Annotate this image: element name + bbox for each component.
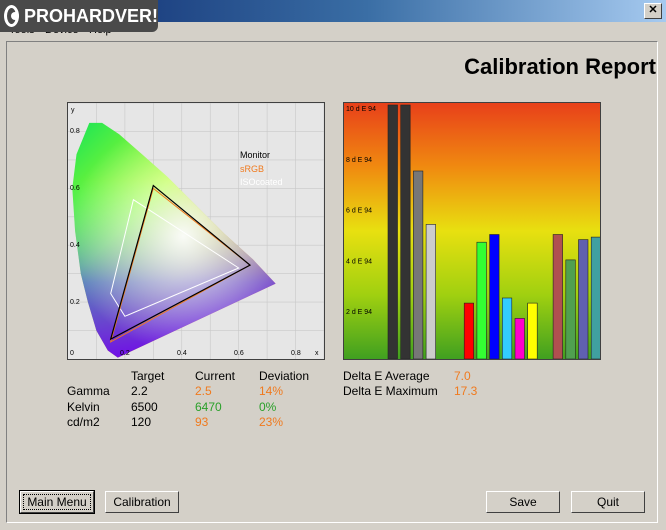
cie-y-axis-label: y [71,107,75,114]
delta-e-bar [527,302,538,360]
delta-e-bar [489,234,500,360]
luminance-current: 93 [195,415,209,429]
delta-e-maximum-label: Delta E Maximum [343,384,438,398]
save-button[interactable]: Save [486,491,560,513]
delta-e-bar-chart: 2 d E 94 4 d E 94 6 d E 94 8 d E 94 10 d E 9… [343,102,627,360]
delta-e-bar [552,234,563,360]
main-panel [6,41,658,523]
bar-y-tick-label: 2 d E 94 [346,309,372,316]
header-deviation: Deviation [259,369,310,383]
kelvin-current: 6470 [195,400,222,414]
bar-chart-y-ticks: 2 d E 94 4 d E 94 6 d E 94 8 d E 94 10 d E 9… [346,106,376,316]
legend-monitor: Monitor [240,150,270,160]
delta-e-bar [463,302,474,360]
delta-e-bar [413,170,424,360]
row-label-gamma: Gamma [67,384,110,398]
bar-y-tick-label: 4 d E 94 [346,258,372,265]
cie-y-tick: 0 [70,350,74,357]
cie-x-tick: 0.4 [177,350,187,357]
header-current: Current [195,369,236,383]
kelvin-target: 6500 [131,400,158,414]
monitor-gamut [109,184,252,341]
delta-e-maximum-value: 17.3 [454,384,478,398]
delta-e-bar [476,241,487,360]
row-label-luminance: cd/m2 [67,415,100,429]
gamma-current: 2.5 [195,384,212,398]
close-button[interactable]: ✕ [644,3,662,19]
kelvin-deviation: 0% [259,400,277,414]
row-label-kelvin: Kelvin [67,400,100,414]
isocoated-gamut [110,198,240,317]
luminance-target: 120 [131,415,152,429]
delta-e-bar [502,297,513,360]
brand-logo-text: PROHARDVER! [23,5,158,26]
cie-y-tick: 0.6 [70,185,80,192]
gamma-target: 2.2 [131,384,148,398]
delta-e-bar [590,236,601,360]
cie-x-tick: 0.8 [291,350,301,357]
cie-x-axis-label: x [315,350,319,357]
delta-e-bar [400,104,411,360]
legend-srgb: sRGB [240,164,264,174]
legend-isocoated: ISOcoated [240,177,283,187]
main-menu-button[interactable]: Main Menu [19,490,95,514]
gamma-deviation: 14% [259,384,284,398]
bar-y-tick-label: 6 d E 94 [346,208,372,215]
calibration-button[interactable]: Calibration [105,491,179,513]
report-title: Calibration Report [464,54,656,79]
bar-y-tick-label: 8 d E 94 [346,157,372,164]
delta-e-bar [425,224,436,360]
brand-logo: PROHARDVER! [0,0,158,32]
quit-button[interactable]: Quit [571,491,645,513]
cie-y-tick: 0.8 [70,128,80,135]
delta-e-bar [514,318,525,360]
cie-y-tick: 0.2 [70,299,80,306]
luminance-deviation: 23% [259,415,284,429]
srgb-gamut [109,187,251,343]
delta-e-bar [578,239,589,360]
close-icon: ✕ [648,4,658,16]
cie-x-tick: 0.6 [234,350,244,357]
header-target: Target [131,369,165,383]
brand-mark-icon [4,5,19,27]
delta-e-average-value: 7.0 [454,369,471,383]
delta-e-average-label: Delta E Average [343,369,430,383]
window-titlebar: ✕ [0,0,666,22]
cie-y-tick: 0.4 [70,242,80,249]
bar-y-tick-label: 10 d E 94 [346,106,376,113]
cie-x-tick: 0.2 [120,350,130,357]
delta-e-bar [387,104,398,360]
delta-e-bar-chart-svg: 2 d E 94 4 d E 94 6 d E 94 8 d E 94 10 d E 9… [344,103,627,360]
delta-e-bar [565,259,576,360]
main-menu-button-label: Main Menu [23,494,91,510]
cie-diagram-svg: y x 0.8 0.6 0.4 0.2 0 0.2 0.4 0.6 0.8 Mo… [68,102,325,359]
cie-diagram: y x 0.8 0.6 0.4 0.2 0 0.2 0.4 0.6 0.8 Mo… [67,102,325,360]
